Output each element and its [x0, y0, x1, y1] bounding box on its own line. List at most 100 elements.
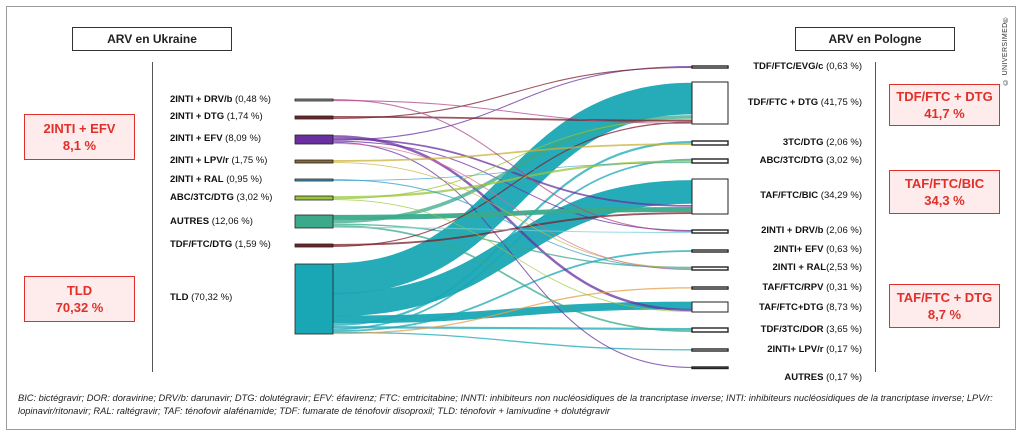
left-node-bar: [294, 134, 334, 145]
right-node-label-percent: (0,17 %): [823, 344, 862, 355]
left-box-efv-title: 2INTI + EFV: [43, 121, 116, 136]
flow-link: [332, 162, 693, 181]
flow-link: [332, 140, 693, 231]
flow-link: [332, 141, 693, 327]
right-node-label-percent: (3,65 %): [823, 324, 862, 335]
right-node-label: 3TC/DTG (2,06 %): [783, 137, 862, 149]
right-node-label: 2INTI+ LPV/r (0,17 %): [767, 344, 862, 356]
left-node-label-name: 2INTI + LPV/r: [170, 155, 229, 166]
right-node-label-percent: (34,29 %): [818, 190, 862, 201]
right-node-label-percent: (3,02 %): [823, 155, 862, 166]
flow-link: [332, 331, 693, 351]
left-node-label: 2INTI + LPV/r (1,75 %): [170, 155, 267, 167]
right-node-label-name: ABC/3TC/DTG: [759, 155, 824, 166]
right-node-label-name: TDF/FTC + DTG: [747, 97, 819, 108]
flow-link: [332, 180, 693, 317]
flow-link: [332, 212, 693, 246]
right-node-bar: [691, 140, 729, 146]
right-node-label-percent: (0,31 %): [823, 282, 862, 293]
left-node-label-percent: (8,09 %): [222, 133, 262, 144]
right-node-label-name: TAF/FTC/RPV: [762, 282, 824, 293]
right-node-bar: [691, 366, 729, 370]
flow-link: [332, 116, 693, 122]
right-node-label-name: 2INTI + DRV/b: [761, 225, 824, 236]
right-node-label-name: 3TC/DTG: [782, 137, 824, 148]
right-node-label-name: 2INTI+ EFV: [773, 244, 824, 255]
right-node-bar: [691, 81, 729, 125]
left-node-label-percent: (1,74 %): [224, 111, 263, 122]
left-header: ARV en Ukraine: [72, 27, 232, 51]
flow-link: [332, 98, 693, 233]
right-node-bar: [691, 178, 729, 215]
right-box-1-title: TDF/FTC + DTG: [896, 89, 993, 104]
right-node-label-name: TDF/FTC/EVG/c: [753, 61, 824, 72]
right-node-bar: [691, 301, 729, 313]
flow-link: [332, 250, 693, 332]
flow-link: [332, 143, 693, 162]
flow-link: [332, 118, 693, 200]
right-node-bar: [691, 266, 729, 271]
flow-link: [332, 141, 693, 369]
left-node-label-percent: (1,59 %): [232, 239, 271, 250]
right-node-label: TAF/FTC/RPV (0,31 %): [762, 282, 862, 294]
left-node-label-percent: (3,02 %): [233, 192, 273, 203]
left-node-label: 2INTI + RAL (0,95 %): [170, 174, 262, 186]
flow-link: [332, 223, 693, 269]
right-node-bar: [691, 229, 729, 234]
left-node-label: TLD (70,32 %): [170, 292, 232, 304]
copyright-mark: © UNIVERSIMED®: [1002, 15, 1009, 86]
left-node-bar: [294, 263, 334, 335]
flow-link: [332, 179, 693, 270]
left-box-tld: TLD 70,32 %: [24, 276, 135, 322]
right-node-label-percent: (8,73 %): [823, 302, 862, 313]
right-node-label-percent: (2,06 %): [823, 137, 862, 148]
left-node-bar: [294, 178, 334, 182]
left-node-label-name: 2INTI + EFV: [170, 133, 223, 144]
left-node-label-percent: (70,32 %): [188, 292, 233, 303]
right-node-label: 2INTI + RAL(2,53 %): [773, 262, 862, 274]
right-node-label: 2INTI+ EFV (0,63 %): [774, 244, 862, 256]
left-node-label-percent: (12,06 %): [209, 216, 253, 227]
right-box-3-title: TAF/FTC + DTG: [896, 290, 993, 305]
right-box-tdf-ftc-dtg: TDF/FTC + DTG 41,7 %: [889, 84, 1000, 126]
left-node-label: 2INTI + DTG (1,74 %): [170, 111, 263, 123]
left-node-label: 2INTI + EFV (8,09 %): [170, 133, 261, 145]
right-box-2-title: TAF/FTC/BIC: [904, 176, 985, 191]
right-box-taf-ftc-dtg: TAF/FTC + DTG 8,7 %: [889, 284, 1000, 328]
left-node-label: ABC/3TC/DTG (3,02 %): [170, 192, 272, 204]
left-node-bar: [294, 115, 334, 120]
right-node-label-percent: (2,06 %): [823, 225, 862, 236]
left-node-bar: [294, 159, 334, 164]
right-node-label-name: 2INTI + RAL: [772, 262, 827, 273]
right-node-label-percent: (41,75 %): [818, 97, 862, 108]
right-node-bar: [691, 65, 729, 69]
left-node-bar: [294, 214, 334, 229]
flow-link: [332, 225, 693, 333]
flow-link: [332, 137, 693, 207]
flow-link: [332, 160, 693, 199]
left-node-label-name: ABC/3TC/DTG: [170, 192, 234, 203]
left-node-label: AUTRES (12,06 %): [170, 216, 253, 228]
right-node-label: ABC/3TC/DTG (3,02 %): [760, 155, 862, 167]
left-box-efv: 2INTI + EFV 8,1 %: [24, 114, 135, 160]
right-box-taf-ftc-bic: TAF/FTC/BIC 34,3 %: [889, 170, 1000, 214]
left-divider: [152, 62, 153, 372]
right-node-bar: [691, 249, 729, 253]
right-node-label-percent: (0,63 %): [823, 61, 862, 72]
right-node-label-name: TAF/FTC+DTG: [758, 302, 824, 313]
flow-links: [332, 65, 693, 369]
right-node-bar: [691, 348, 729, 352]
left-node-label-name: TDF/FTC/DTG: [170, 239, 233, 250]
left-node-label-name: 2INTI + DRV/b: [170, 94, 233, 105]
left-node-label-name: 2INTI + DTG: [170, 111, 225, 122]
figure-frame: [6, 6, 1016, 430]
left-node-label-name: TLD: [170, 292, 189, 303]
right-node-label: 2INTI + DRV/b (2,06 %): [761, 225, 862, 237]
flow-link: [332, 82, 693, 295]
left-node-label-percent: (0,48 %): [232, 94, 271, 105]
right-node-label-percent: (0,17 %): [823, 372, 862, 383]
right-box-1-value: 41,7 %: [924, 106, 965, 121]
right-node-label-name: TAF/FTC/BIC: [760, 190, 819, 201]
left-node-label-name: 2INTI + RAL: [170, 174, 224, 185]
